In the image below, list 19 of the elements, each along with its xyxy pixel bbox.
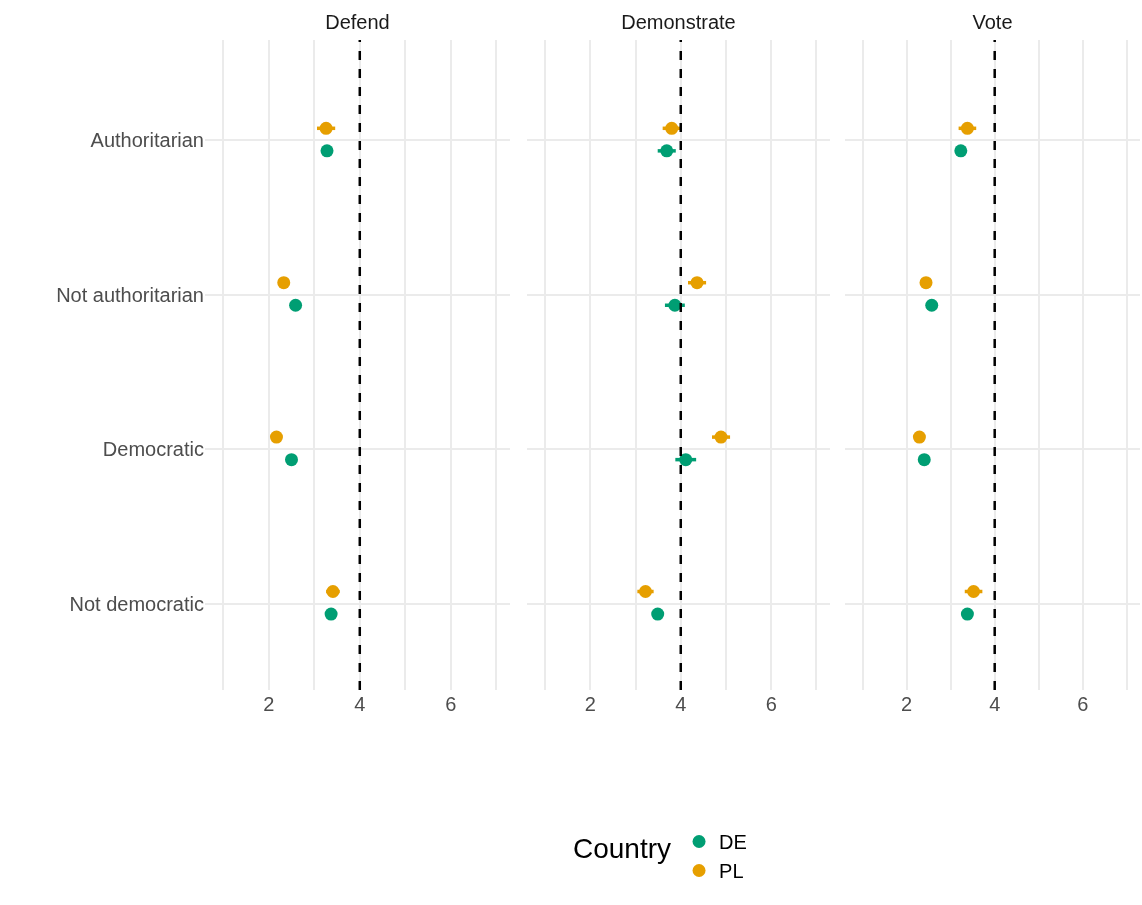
x-tick-label: 6 [765,693,777,715]
x-tick-label: 4 [989,693,1001,715]
x-tick-label: 4 [675,693,687,715]
chart-title: Vote [972,11,1013,33]
legend-label: DE [719,831,747,854]
y-tick-label: Not democratic [69,592,204,615]
chart-title: Defend [325,11,390,33]
chart-title: Demonstrate [621,11,736,33]
y-tick-label: Democratic [102,438,204,461]
legend-label: PL [719,860,744,883]
x-tick-label: 2 [263,693,275,715]
x-tick-label: 2 [584,693,596,715]
x-tick-label: 4 [354,693,366,715]
x-tick-label: 6 [445,693,457,715]
x-tick-label: 6 [1077,693,1089,715]
x-tick-label: 2 [901,693,913,715]
legend-title: Country [573,833,672,865]
y-tick-label: Not authoritarian [56,283,204,306]
y-tick-label: Authoritarian [90,129,204,152]
